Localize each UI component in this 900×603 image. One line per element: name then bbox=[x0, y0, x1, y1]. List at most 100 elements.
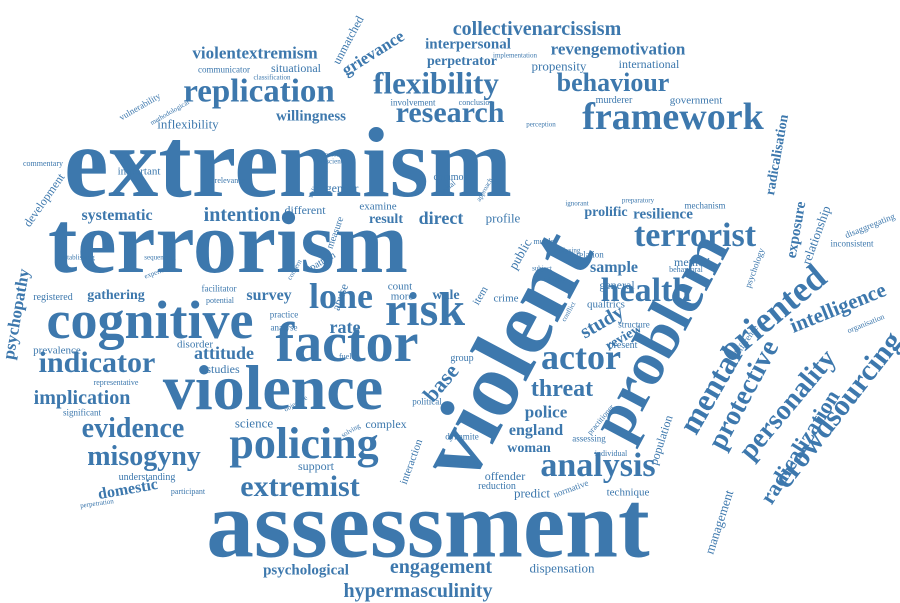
word-more: more bbox=[390, 290, 414, 303]
word-examine: examine bbox=[359, 200, 397, 213]
word-psychological: psychological bbox=[263, 562, 349, 579]
word-establishing: establishing bbox=[61, 253, 95, 262]
word-classification: classification bbox=[253, 73, 291, 82]
word-assessment: assessment bbox=[206, 471, 650, 578]
word-studies: studies bbox=[206, 362, 240, 376]
word-england: england bbox=[508, 422, 564, 439]
word-replication: replication bbox=[183, 73, 335, 110]
word-revengemotivation: revengemotivation bbox=[550, 39, 686, 59]
word-qualtrics: qualtrics bbox=[587, 298, 625, 311]
word-ignorant: ignorant bbox=[565, 199, 589, 208]
word-individual: individual bbox=[594, 449, 628, 458]
word-different: different bbox=[284, 203, 326, 217]
word-framework: framework bbox=[582, 96, 764, 138]
word-risk: risk bbox=[384, 283, 466, 336]
word-science: science bbox=[234, 415, 274, 431]
word-structure: structure bbox=[618, 319, 650, 330]
word-gender: gender bbox=[325, 181, 359, 195]
word-practice: practice bbox=[269, 309, 299, 320]
word-actor: actor bbox=[541, 337, 621, 377]
word-engagement: engagement bbox=[389, 556, 493, 578]
word-mechanism: mechanism bbox=[684, 200, 726, 211]
word-trajectories: trajectories bbox=[315, 150, 347, 159]
word-preparatory: preparatory bbox=[621, 196, 655, 205]
word-intention: intention bbox=[203, 204, 281, 226]
word-group: group bbox=[450, 353, 474, 364]
word-murder: murder bbox=[533, 237, 557, 246]
word-technique: technique bbox=[606, 486, 650, 499]
word-interpersonal: interpersonal bbox=[425, 36, 511, 53]
word-police: police bbox=[524, 402, 568, 422]
word-registered: registered bbox=[33, 292, 73, 303]
word-fueled: fueled bbox=[339, 352, 359, 361]
word-murderer: murderer bbox=[595, 95, 633, 106]
word-situational: situational bbox=[271, 61, 321, 75]
word-involvement: involvement bbox=[390, 97, 436, 108]
word-representative: representative bbox=[93, 378, 139, 387]
word-indicator: indicator bbox=[38, 346, 156, 379]
word-health: health bbox=[600, 272, 692, 309]
word-disorder: disorder bbox=[176, 338, 214, 351]
word-participant: participant bbox=[170, 487, 206, 496]
word-collectivenarcissism: collectivenarcissism bbox=[452, 18, 622, 40]
word-offender: offender bbox=[484, 469, 526, 483]
word-policing: policing bbox=[229, 419, 379, 468]
word-reduction: reduction bbox=[478, 481, 516, 492]
word-political: political bbox=[412, 396, 442, 407]
word-dynamite: dynamite bbox=[445, 431, 479, 442]
word-factor: factor bbox=[275, 312, 419, 374]
word-potential: potential bbox=[206, 296, 234, 305]
word-analyse: analyse bbox=[270, 322, 298, 333]
word-inconsistent: inconsistent bbox=[830, 238, 874, 249]
word-international: international bbox=[618, 57, 680, 71]
word-terrorism: terrorism bbox=[48, 195, 408, 292]
word-extremism: extremism bbox=[64, 107, 512, 218]
word-hypermasculinity: hypermasculinity bbox=[343, 580, 493, 602]
word-research: research bbox=[395, 96, 505, 129]
word-cognitive: cognitive bbox=[46, 290, 254, 350]
word-prescient: prescient bbox=[317, 157, 343, 166]
word-communicator: communicator bbox=[198, 64, 250, 75]
word-important: important bbox=[117, 165, 161, 178]
word-evidence: evidence bbox=[81, 413, 185, 444]
word-implementation: implementation bbox=[493, 51, 537, 60]
word-developing: developing bbox=[445, 458, 481, 467]
word-implication: implication bbox=[33, 387, 131, 409]
word-government: government bbox=[669, 94, 723, 107]
word-perception: perception bbox=[526, 120, 556, 129]
word-understanding: understanding bbox=[118, 472, 176, 483]
word-significant: significant bbox=[63, 407, 101, 418]
word-crime: crime bbox=[493, 292, 519, 305]
word-gathering: gathering bbox=[87, 288, 145, 303]
word-relevance: relevance bbox=[214, 176, 246, 185]
word-common: common bbox=[433, 172, 469, 183]
word-threat: threat bbox=[530, 376, 594, 402]
word-present: present bbox=[608, 340, 638, 351]
word-woman: woman bbox=[507, 441, 551, 456]
word-conclusion: conclusion bbox=[458, 98, 494, 107]
word-behavioral: behavioral bbox=[669, 265, 703, 274]
word-general: general bbox=[599, 278, 635, 292]
word-flexibility: flexibility bbox=[373, 65, 499, 101]
word-inflexibility: inflexibility bbox=[157, 116, 219, 132]
word-result: result bbox=[369, 212, 403, 227]
word-prolific: prolific bbox=[584, 205, 628, 220]
word-analysis: analysis bbox=[540, 447, 656, 484]
word-perpetration: perpetration bbox=[79, 497, 115, 510]
word-subject: subject bbox=[532, 264, 552, 273]
word-direct: direct bbox=[418, 208, 464, 228]
word-rate: rate bbox=[329, 317, 361, 337]
word-terrorist: terrorist bbox=[633, 217, 757, 254]
word-lone: lone bbox=[308, 276, 374, 316]
word-identity: identity bbox=[544, 275, 566, 284]
word-facilitator: facilitator bbox=[201, 283, 237, 294]
word-wale: wale bbox=[432, 288, 460, 303]
word-disaggregating: disaggregating bbox=[843, 210, 897, 241]
word-violentextremism: violentextremism bbox=[192, 43, 318, 63]
word-sequencing: sequencing bbox=[144, 253, 176, 262]
word-commentary: commentary bbox=[23, 159, 63, 168]
word-extremist: extremist bbox=[240, 470, 360, 503]
word-prevalence: prevalence bbox=[33, 344, 81, 357]
word-survey: survey bbox=[246, 287, 292, 304]
